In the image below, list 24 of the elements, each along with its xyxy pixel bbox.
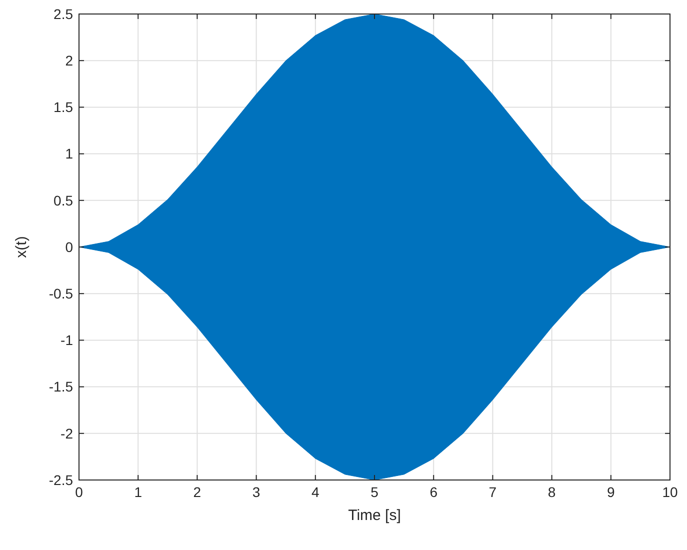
y-tick-label: -1.5	[48, 378, 74, 395]
x-tick-label: 4	[312, 484, 320, 500]
y-tick-label: 2.5	[54, 6, 74, 22]
y-tick-label: -0.5	[48, 286, 74, 302]
x-tick-label: 7	[488, 484, 497, 500]
x-tick-label: 8	[548, 484, 556, 500]
y-tick-label: -2	[60, 425, 74, 442]
y-axis-title: x(t)	[13, 236, 30, 258]
x-tick-label: 3	[252, 484, 260, 500]
y-tick-label: -2.5	[48, 472, 74, 488]
x-tick-label: 2	[193, 484, 202, 500]
x-tick-label: 10	[662, 484, 678, 500]
y-tick-label: 2	[65, 52, 74, 68]
y-tick-label: 1.5	[54, 99, 74, 116]
x-tick-label: 0	[75, 484, 84, 500]
y-tick-label: 0.5	[54, 192, 74, 208]
x-axis-title: Time [s]	[348, 507, 401, 524]
x-tick-label: 9	[607, 484, 615, 500]
x-tick-label: 5	[370, 484, 379, 500]
x-tick-label: 1	[134, 484, 142, 500]
y-tick-label: -1	[60, 332, 74, 348]
y-tick-label: 1	[65, 146, 74, 162]
y-tick-label: 0	[65, 238, 74, 255]
x-tick-label: 6	[430, 484, 438, 500]
